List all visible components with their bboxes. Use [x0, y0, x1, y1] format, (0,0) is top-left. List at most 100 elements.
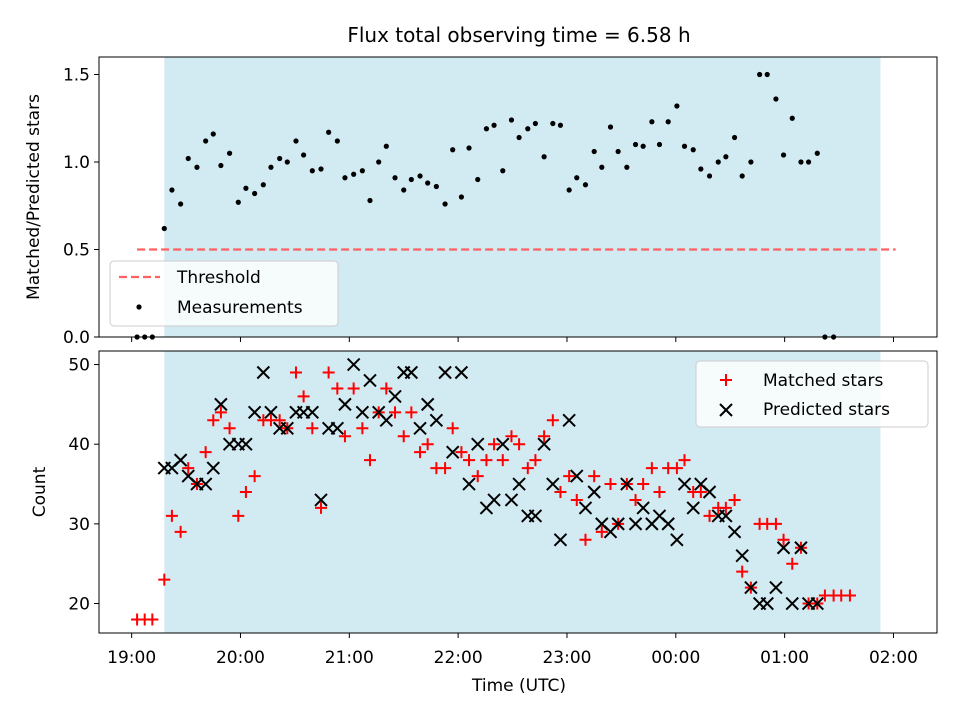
measurement-point — [293, 138, 299, 144]
matched-star-point — [363, 454, 376, 467]
predicted-star-point — [214, 397, 228, 412]
predicted-star-point — [247, 405, 262, 420]
measurement-point — [376, 159, 382, 165]
measurement-point — [789, 115, 795, 121]
measurement-point — [582, 182, 589, 188]
matched-star-point — [289, 366, 302, 379]
measurement-point — [301, 152, 307, 158]
x-tick-label: 01:00 — [760, 648, 809, 668]
predicted-star-point — [686, 501, 700, 515]
matched-star-point — [736, 565, 749, 578]
matched-star-point — [563, 470, 576, 483]
matched-star-point — [480, 454, 493, 467]
predicted-star-point — [810, 596, 824, 611]
measurement-point — [367, 197, 373, 204]
predicted-star-point — [537, 437, 551, 451]
measurement-point — [599, 164, 605, 170]
matched-star-point — [579, 533, 592, 546]
matched-star-point — [389, 406, 402, 419]
measurement-point — [500, 168, 506, 174]
predicted-star-point — [239, 437, 253, 451]
predicted-star-point — [496, 437, 510, 451]
y-tick-label: 50 — [68, 356, 90, 376]
predicted-star-point — [429, 413, 444, 428]
ratio-legend-box — [109, 260, 339, 327]
predicted-star-point — [280, 421, 294, 435]
measurement-point — [401, 187, 407, 193]
y-tick-label: 40 — [68, 435, 90, 455]
predicted-star-point — [256, 365, 271, 380]
matched-star-point — [439, 462, 452, 475]
measurement-point — [218, 162, 224, 169]
matched-star-point — [315, 501, 328, 514]
ratio-plot-frame — [98, 56, 938, 338]
matched-star-point — [588, 470, 601, 483]
predicted-star-point — [628, 517, 643, 531]
y-tick-label: 1.0 — [63, 153, 90, 173]
predicted-star-point — [388, 389, 402, 404]
predicted-star-point — [487, 493, 501, 507]
matched-star-point — [380, 382, 393, 395]
matched-star-point — [471, 470, 484, 483]
predicted-star-point — [314, 493, 328, 507]
predicted-star-point — [727, 525, 742, 539]
predicted-star-point — [264, 405, 278, 420]
ratio-x-ticks — [131, 337, 894, 342]
measurement-point — [574, 175, 580, 181]
matched-star-point — [338, 430, 351, 443]
matched-star-point — [273, 414, 286, 427]
predicted-star-point — [206, 461, 220, 475]
count-points — [131, 357, 856, 626]
measurement-point — [557, 122, 564, 128]
matched-star-point — [232, 509, 245, 522]
matched-star-point — [488, 438, 501, 451]
legend-measurements-swatch — [136, 304, 142, 310]
matched-star-point — [414, 446, 427, 459]
predicted-star-point — [562, 413, 576, 428]
measurement-point — [525, 126, 531, 132]
matched-star-point — [694, 486, 707, 498]
predicted-star-point — [785, 596, 799, 611]
matched-star-point — [356, 422, 369, 435]
predicted-star-point — [546, 477, 560, 491]
predicted-star-point — [404, 365, 419, 380]
matched-star-point — [214, 406, 227, 419]
predicted-star-point — [438, 365, 452, 380]
matched-star-point — [645, 462, 658, 475]
matched-star-point — [538, 430, 551, 443]
legend-predicted-label: Predicted stars — [763, 400, 890, 420]
x-tick-label: 22:00 — [434, 648, 483, 668]
measurement-point — [483, 126, 490, 132]
matched-star-point — [174, 525, 187, 538]
ratio-y-ticks: 0.0 0.5 1.0 1.5 — [63, 66, 99, 348]
y-tick-label: 0.5 — [63, 241, 90, 261]
predicted-star-point — [462, 477, 476, 491]
measurement-point — [351, 171, 357, 177]
measurement-point — [466, 145, 472, 151]
matched-star-point — [331, 382, 344, 395]
count-plot-frame — [98, 350, 938, 634]
matched-star-point — [595, 525, 608, 538]
matched-star-point — [554, 486, 567, 498]
predicted-star-point — [338, 397, 352, 412]
count-y-ticks: 20 30 40 50 — [68, 356, 99, 615]
legend-predicted-swatch — [719, 403, 733, 417]
predicted-star-point — [702, 485, 717, 499]
y-tick-label: 30 — [68, 515, 90, 535]
matched-star-point — [546, 414, 559, 427]
measurement-point — [550, 120, 556, 127]
predicted-star-point — [735, 549, 749, 563]
measurement-point — [656, 141, 663, 148]
measurement-point — [698, 166, 704, 172]
matched-star-point — [678, 454, 691, 467]
measurement-point — [383, 143, 389, 149]
predicted-star-point — [578, 501, 593, 515]
matched-star-point — [728, 493, 741, 506]
count-legend-box — [695, 360, 929, 428]
measurement-point — [235, 199, 241, 205]
matched-star-point — [297, 390, 310, 403]
predicted-star-point — [355, 405, 370, 420]
measurement-point — [417, 173, 423, 179]
predicted-star-point — [379, 413, 394, 428]
